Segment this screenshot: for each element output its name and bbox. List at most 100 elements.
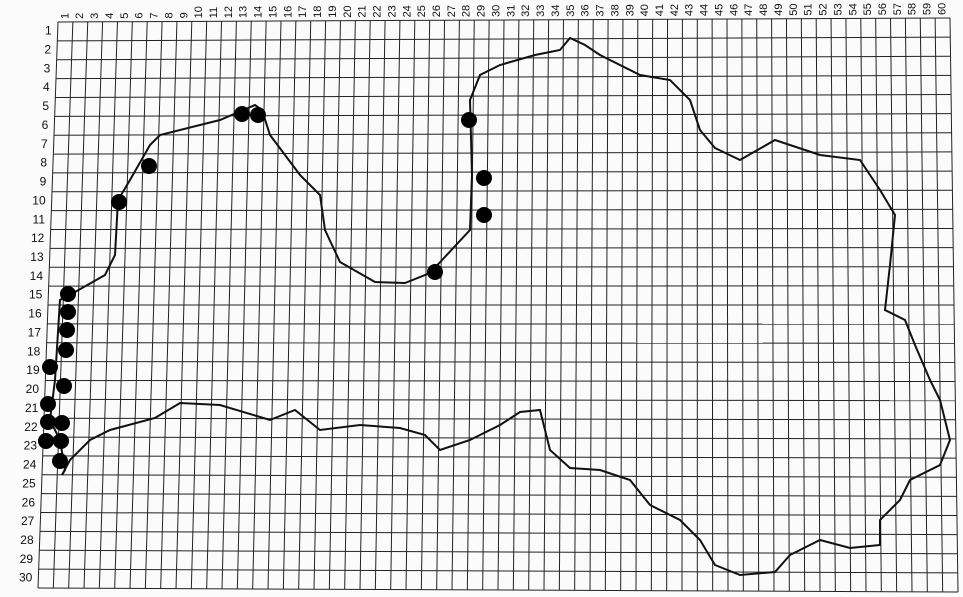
column-label: 21 (357, 5, 369, 17)
record-dot (40, 414, 56, 430)
column-label: 14 (253, 6, 265, 18)
grid-row-line (43, 436, 956, 440)
row-label: 29 (20, 552, 34, 566)
grid-row-line (55, 94, 952, 98)
row-label: 24 (23, 458, 37, 472)
record-dot (40, 396, 56, 412)
record-dot (476, 170, 492, 186)
grid-row-line (39, 530, 958, 536)
column-label: 23 (386, 5, 398, 17)
row-label: 26 (22, 495, 36, 509)
record-dot (234, 106, 250, 122)
column-label: 53 (832, 3, 844, 15)
grid-row-line (53, 132, 952, 136)
row-label: 30 (19, 571, 33, 585)
column-label: 6 (134, 13, 146, 19)
row-label: 22 (24, 420, 38, 434)
row-label: 17 (28, 325, 42, 339)
column-label: 27 (446, 5, 458, 17)
column-label: 35 (565, 4, 577, 16)
grid-row-line (39, 549, 958, 555)
column-label: 12 (223, 6, 235, 18)
column-label: 29 (476, 5, 488, 17)
column-label: 41 (654, 4, 666, 16)
row-label: 13 (30, 250, 44, 264)
record-dot (427, 264, 443, 280)
column-label: 8 (163, 12, 175, 18)
grid-row-line (49, 266, 954, 268)
column-label: 43 (684, 4, 696, 16)
column-label: 39 (624, 4, 636, 16)
grid-row-line (46, 342, 955, 344)
column-label: 33 (535, 5, 547, 17)
record-dot (111, 194, 127, 210)
grid-row-line (41, 474, 957, 478)
labels: 1 2 3 4 5 6 7 8 9 10 11 12 13 14 15 16 17 18 19 20 21 22 23 24 2… (19, 3, 948, 585)
grid-row-line (44, 398, 956, 402)
column-label: 9 (178, 12, 190, 18)
column-label: 40 (639, 4, 651, 16)
record-dot (59, 322, 75, 338)
grid-row-line (49, 247, 954, 249)
row-label: 27 (21, 514, 35, 528)
row-label: 1 (45, 24, 52, 38)
record-dot (58, 342, 74, 358)
row-label: 28 (20, 533, 34, 547)
column-label: 5 (119, 13, 131, 19)
column-label: 60 (936, 3, 948, 15)
row-label: 15 (29, 288, 43, 302)
row-label: 12 (31, 231, 45, 245)
record-dot (53, 433, 69, 449)
record-dot (60, 304, 76, 320)
grid-row-line (45, 379, 956, 383)
row-label: 9 (40, 175, 47, 189)
column-label: 49 (773, 4, 785, 16)
row-label: 21 (25, 401, 39, 415)
column-label: 44 (699, 4, 711, 16)
grid-row-line (54, 113, 952, 117)
grid-row-line (56, 55, 951, 61)
record-dot (141, 158, 157, 174)
grid-row-line (55, 74, 951, 80)
column-label: 11 (208, 7, 220, 18)
column-label: 47 (743, 4, 755, 16)
row-label: 5 (42, 99, 49, 113)
column-label: 30 (490, 5, 502, 17)
column-label: 10 (193, 6, 205, 18)
row-label: 19 (26, 363, 40, 377)
record-dot (476, 207, 492, 223)
column-label: 16 (282, 6, 294, 18)
column-label: 45 (713, 4, 725, 16)
grid-row-line (51, 208, 953, 212)
grid-row-line (43, 417, 956, 421)
row-label: 18 (27, 344, 41, 358)
row-label: 16 (28, 307, 42, 321)
records (38, 106, 492, 469)
column-label: 24 (401, 5, 413, 17)
grid-row-line (57, 17, 951, 23)
column-label: 51 (803, 3, 815, 15)
column-label: 2 (74, 13, 86, 19)
column-label: 1 (59, 13, 71, 19)
column-label: 50 (788, 3, 800, 15)
column-label: 37 (595, 4, 607, 16)
row-label: 23 (24, 439, 38, 453)
column-label: 59 (922, 3, 934, 15)
column-label: 20 (342, 5, 354, 17)
column-label: 7 (149, 12, 161, 18)
column-label: 48 (758, 4, 770, 16)
column-label: 54 (847, 3, 859, 15)
record-dot (54, 415, 70, 431)
column-label: 38 (609, 4, 621, 16)
column-label: 19 (327, 6, 339, 18)
column-label: 3 (89, 13, 101, 19)
row-label: 3 (44, 61, 51, 75)
grid-row-line (51, 189, 953, 193)
column-label: 15 (267, 6, 279, 18)
row-label: 20 (26, 382, 40, 396)
column-label: 36 (580, 4, 592, 16)
column-label: 17 (297, 6, 309, 18)
grid-row-line (38, 568, 958, 574)
grid-row-line (57, 36, 951, 42)
row-label: 6 (42, 118, 49, 132)
